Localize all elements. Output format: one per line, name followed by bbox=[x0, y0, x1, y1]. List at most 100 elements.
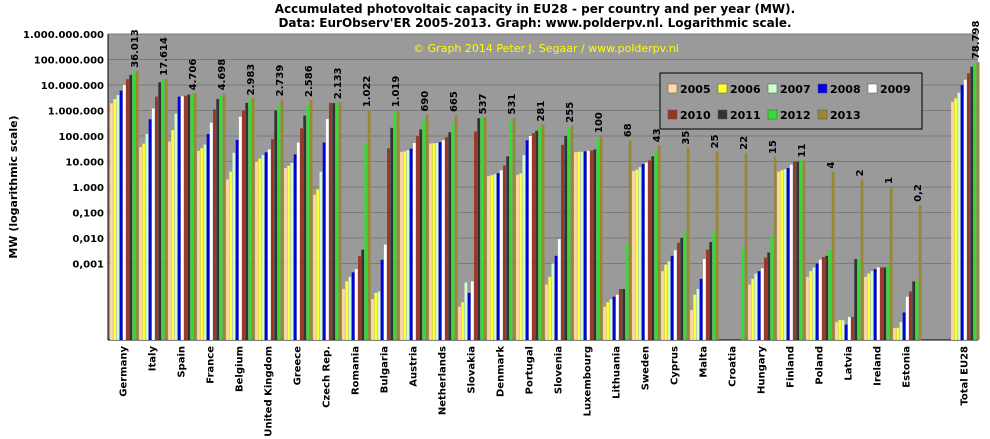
bar-2010 bbox=[677, 242, 680, 340]
bar-2013 bbox=[541, 124, 545, 341]
data-label: 4 bbox=[826, 162, 837, 169]
bar-2010 bbox=[416, 136, 419, 340]
bar-2006 bbox=[374, 292, 378, 340]
bar-2006 bbox=[577, 151, 581, 340]
bar-2008 bbox=[119, 90, 123, 341]
bar-2010 bbox=[793, 161, 796, 340]
bar-2005 bbox=[951, 101, 954, 340]
bar-2012 bbox=[509, 120, 513, 340]
bar-2006 bbox=[838, 320, 842, 340]
bar-2005 bbox=[864, 276, 867, 340]
bar-2005 bbox=[690, 310, 693, 340]
bar-2009 bbox=[702, 259, 706, 340]
bar-2006 bbox=[461, 302, 465, 340]
bar-2009 bbox=[441, 140, 445, 340]
bar-2009 bbox=[151, 108, 155, 340]
bar-2007 bbox=[638, 167, 642, 340]
data-label: 2.586 bbox=[304, 65, 315, 97]
bar-2010 bbox=[387, 148, 390, 340]
data-label: 15 bbox=[768, 140, 779, 154]
bar-2007 bbox=[464, 282, 468, 340]
bar-2005 bbox=[545, 284, 548, 340]
bar-2007 bbox=[232, 152, 236, 340]
bar-2007 bbox=[203, 144, 207, 340]
bar-2010 bbox=[503, 165, 506, 340]
bar-2013 bbox=[860, 179, 864, 340]
x-tick-label: Czech Rep. bbox=[322, 346, 333, 408]
bar-2013 bbox=[570, 125, 574, 340]
bar-2011 bbox=[477, 118, 481, 340]
x-tick-label: Hungary bbox=[757, 346, 768, 394]
bar-2011 bbox=[651, 156, 655, 340]
legend-label-2009: 2009 bbox=[880, 83, 911, 96]
bar-2009 bbox=[209, 122, 213, 340]
bar-2013 bbox=[454, 115, 458, 340]
legend-label-2005: 2005 bbox=[680, 83, 711, 96]
bar-2005 bbox=[661, 271, 664, 340]
bar-2006 bbox=[896, 327, 900, 340]
bar-2005 bbox=[748, 284, 751, 340]
bar-2013 bbox=[164, 78, 168, 340]
bar-2012 bbox=[422, 120, 426, 340]
bar-2010 bbox=[445, 137, 448, 340]
data-label: 281 bbox=[536, 101, 547, 122]
x-tick-label: Latvia bbox=[844, 346, 855, 381]
bar-2009 bbox=[383, 244, 387, 340]
legend-label-2006: 2006 bbox=[730, 83, 761, 96]
bar-2009 bbox=[876, 267, 880, 340]
bar-2011 bbox=[796, 161, 800, 340]
x-tick-label: Sweden bbox=[641, 346, 652, 390]
bar-2012 bbox=[132, 71, 136, 340]
bar-2012 bbox=[625, 243, 629, 340]
bar-2006 bbox=[780, 170, 784, 340]
bar-2009 bbox=[818, 259, 822, 340]
bar-2009 bbox=[499, 170, 503, 340]
bar-2008 bbox=[148, 119, 152, 340]
bar-2006 bbox=[809, 271, 813, 340]
bar-2005 bbox=[168, 141, 171, 340]
data-label: 531 bbox=[507, 94, 518, 115]
bar-2011 bbox=[187, 94, 191, 340]
bar-2005 bbox=[197, 150, 200, 340]
bar-2010 bbox=[358, 255, 361, 340]
bar-2009 bbox=[963, 79, 967, 341]
bar-2013 bbox=[483, 117, 487, 341]
bar-2007 bbox=[319, 171, 323, 340]
bar-2010 bbox=[706, 249, 709, 340]
y-tick-label: 10.000 bbox=[65, 158, 104, 169]
x-tick-label: Bulgaria bbox=[380, 346, 391, 393]
bar-2012 bbox=[712, 231, 716, 340]
bar-2009 bbox=[760, 268, 764, 340]
bar-2007 bbox=[841, 320, 845, 340]
bar-2005 bbox=[458, 306, 461, 340]
bar-2011 bbox=[158, 82, 162, 340]
data-label: 0,2 bbox=[913, 184, 924, 202]
bar-2008 bbox=[322, 142, 326, 340]
data-label: 11 bbox=[797, 143, 808, 157]
bar-2008 bbox=[960, 85, 964, 340]
bar-2006 bbox=[113, 99, 117, 340]
legend-label-2013: 2013 bbox=[830, 109, 861, 122]
bar-2011 bbox=[970, 66, 974, 340]
bar-2009 bbox=[180, 96, 184, 340]
bar-2007 bbox=[754, 273, 758, 340]
bar-2009 bbox=[586, 150, 590, 340]
bar-2011 bbox=[448, 132, 452, 340]
bar-2013 bbox=[309, 99, 313, 341]
bar-2011 bbox=[883, 267, 887, 340]
bar-2006 bbox=[432, 143, 436, 340]
bar-2007 bbox=[870, 271, 874, 340]
bar-2011 bbox=[216, 99, 220, 340]
bar-2007 bbox=[145, 133, 149, 340]
x-tick-label: Spain bbox=[177, 346, 188, 378]
bar-2011 bbox=[332, 103, 336, 340]
bar-2010 bbox=[532, 133, 535, 340]
bar-2008 bbox=[873, 269, 877, 340]
bar-2007 bbox=[580, 151, 584, 340]
data-label: 68 bbox=[623, 123, 634, 137]
bar-2007 bbox=[348, 276, 352, 340]
bar-2005 bbox=[835, 322, 838, 340]
bar-2006 bbox=[635, 169, 639, 340]
bar-2007 bbox=[493, 174, 497, 340]
bar-2005 bbox=[110, 103, 113, 340]
